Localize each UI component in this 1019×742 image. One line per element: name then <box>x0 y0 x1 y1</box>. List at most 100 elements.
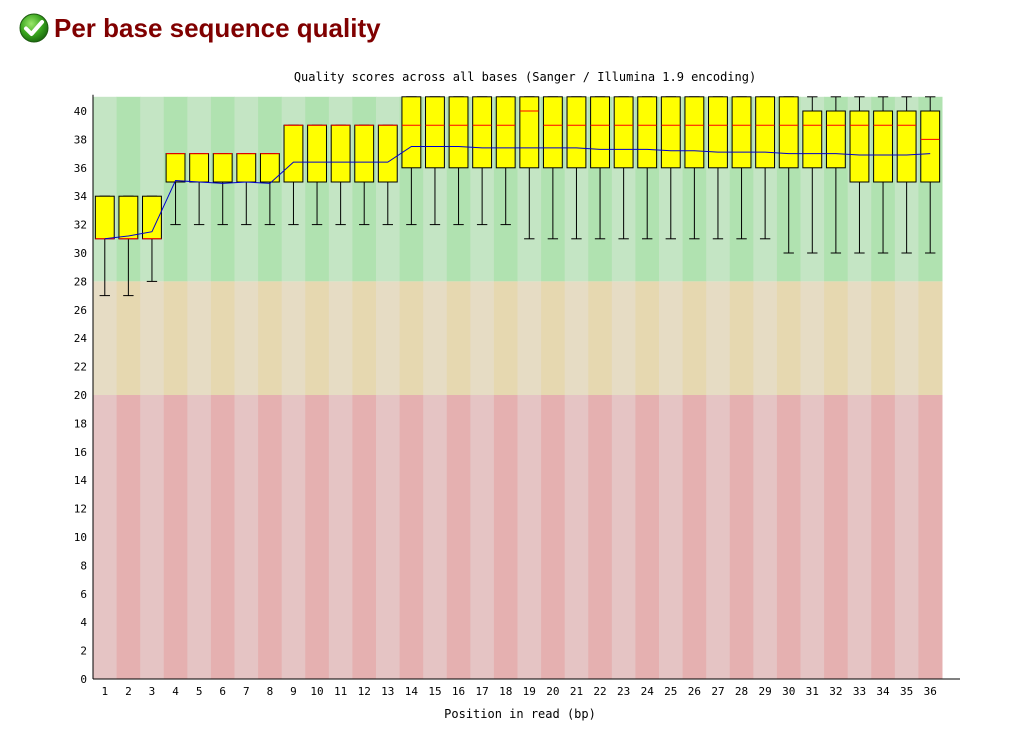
x-tick-label: 5 <box>196 685 203 698</box>
box-position-11 <box>330 124 351 226</box>
zone-fail-stripe <box>328 395 353 679</box>
iqr-box <box>920 110 941 183</box>
zone-fail-stripe <box>753 395 778 679</box>
y-tick-label: 12 <box>74 503 87 516</box>
box-position-1 <box>94 195 115 297</box>
box-position-36 <box>920 96 941 254</box>
iqr-box <box>448 96 469 169</box>
zone-fail-stripe <box>187 395 212 679</box>
x-tick-label: 20 <box>546 685 559 698</box>
iqr-box <box>708 96 728 169</box>
box-position-26 <box>684 96 705 240</box>
box-position-18 <box>495 96 516 226</box>
x-tick-label: 8 <box>267 685 274 698</box>
x-tick-label: 13 <box>381 685 394 698</box>
x-tick-label: 17 <box>476 685 489 698</box>
zone-warn-stripe <box>234 281 259 395</box>
box-position-27 <box>708 96 728 240</box>
iqr-box <box>542 96 563 169</box>
iqr-box <box>519 96 540 169</box>
zone-fail-stripe <box>824 395 849 679</box>
y-tick-label: 30 <box>74 247 87 260</box>
iqr-box <box>849 110 870 183</box>
y-tick-label: 32 <box>74 219 87 232</box>
x-tick-label: 28 <box>735 685 748 698</box>
box-position-29 <box>755 96 776 240</box>
zone-warn-stripe <box>446 281 471 395</box>
zone-fail-stripe <box>116 395 141 679</box>
zone-fail-stripe <box>493 395 518 679</box>
x-tick-label: 1 <box>101 685 108 698</box>
box-position-8 <box>259 153 280 226</box>
x-tick-label: 4 <box>172 685 179 698</box>
zone-fail-stripe <box>847 395 872 679</box>
zone-fail-stripe <box>352 395 377 679</box>
zone-fail-stripe <box>894 395 919 679</box>
y-tick-label: 18 <box>74 417 87 430</box>
x-tick-label: 33 <box>853 685 866 698</box>
box-position-28 <box>731 96 752 240</box>
x-tick-label: 25 <box>664 685 677 698</box>
pass-check-icon <box>19 13 49 43</box>
box-position-10 <box>307 124 327 226</box>
zone-warn-stripe <box>894 281 919 395</box>
zone-warn-stripe <box>93 281 118 395</box>
zone-fail-stripe <box>376 395 401 679</box>
x-tick-label: 14 <box>405 685 419 698</box>
iqr-box <box>613 96 634 169</box>
y-tick-label: 16 <box>74 446 87 459</box>
box-position-22 <box>590 96 610 240</box>
y-tick-label: 22 <box>74 361 87 374</box>
iqr-box <box>165 153 186 183</box>
y-tick-label: 36 <box>74 162 87 175</box>
module-header: Per base sequence quality <box>18 8 381 48</box>
box-series <box>94 96 941 297</box>
zone-warn-stripe <box>470 281 495 395</box>
zone-warn-stripe <box>187 281 212 395</box>
box-position-35 <box>896 96 917 254</box>
zone-warn-stripe <box>517 281 542 395</box>
zone-warn-stripe <box>140 281 165 395</box>
zone-warn-stripe <box>729 281 754 395</box>
chart-title: Quality scores across all bases (Sanger … <box>294 70 756 84</box>
x-tick-label: 29 <box>759 685 772 698</box>
box-position-23 <box>613 96 634 240</box>
zone-fail-stripe <box>140 395 165 679</box>
zone-warn-stripe <box>163 281 188 395</box>
zone-fail-stripe <box>163 395 188 679</box>
zone-warn-stripe <box>635 281 660 395</box>
zone-warn-stripe <box>564 281 589 395</box>
quality-zones <box>93 96 943 679</box>
zone-fail-stripe <box>659 395 684 679</box>
zone-fail-stripe <box>446 395 471 679</box>
box-position-16 <box>448 96 469 226</box>
iqr-box <box>189 153 210 183</box>
box-position-19 <box>519 96 540 240</box>
iqr-box <box>873 110 893 183</box>
zone-fail-stripe <box>776 395 801 679</box>
x-tick-label: 9 <box>290 685 297 698</box>
zone-warn-stripe <box>706 281 731 395</box>
x-tick-label: 18 <box>499 685 512 698</box>
iqr-box <box>825 110 846 169</box>
y-tick-label: 38 <box>74 133 87 146</box>
x-tick-label: 3 <box>149 685 156 698</box>
box-position-33 <box>849 96 870 254</box>
y-tick-label: 26 <box>74 304 87 317</box>
iqr-box <box>472 96 493 169</box>
y-tick-label: 14 <box>74 474 88 487</box>
y-tick-label: 34 <box>74 190 88 203</box>
zone-warn-stripe <box>871 281 896 395</box>
iqr-box <box>118 195 139 240</box>
mean-series <box>104 146 931 240</box>
section-title: Per base sequence quality <box>54 12 381 43</box>
iqr-box <box>236 153 257 183</box>
zone-warn-stripe <box>918 281 943 395</box>
iqr-box <box>94 195 115 240</box>
y-tick-label: 0 <box>80 673 87 686</box>
x-tick-label: 27 <box>711 685 724 698</box>
box-position-20 <box>542 96 563 240</box>
zone-fail-stripe <box>423 395 448 679</box>
zone-warn-stripe <box>824 281 849 395</box>
zone-fail-stripe <box>729 395 754 679</box>
